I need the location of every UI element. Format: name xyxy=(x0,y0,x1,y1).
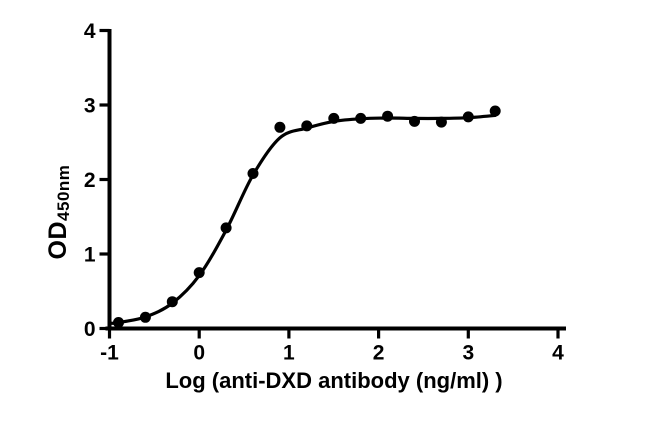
y-tick-label: 1 xyxy=(84,244,96,267)
x-tick-label: 2 xyxy=(373,342,385,365)
y-tick-label: 4 xyxy=(84,20,96,43)
y-tick-label: 3 xyxy=(84,95,96,118)
y-tick-label: 0 xyxy=(84,318,96,341)
y-axis-title-subscript: 450nm xyxy=(54,164,73,221)
data-point xyxy=(113,317,124,328)
data-point xyxy=(166,296,178,308)
data-point xyxy=(489,105,501,117)
fit-curve xyxy=(109,113,497,325)
y-axis-title: OD 450nm xyxy=(38,112,78,312)
x-tick-label: 1 xyxy=(283,342,295,365)
data-point xyxy=(382,110,394,122)
data-point xyxy=(193,267,205,279)
data-point xyxy=(247,168,259,179)
data-point xyxy=(462,111,474,123)
x-tick-label: -1 xyxy=(100,342,119,365)
data-point xyxy=(274,121,286,133)
x-tick-label: 0 xyxy=(193,342,205,365)
x-tick-label: 3 xyxy=(462,342,474,365)
data-point xyxy=(139,311,151,323)
data-point xyxy=(328,112,340,124)
y-tick-label: 2 xyxy=(84,169,96,192)
data-point xyxy=(220,222,232,234)
data-point xyxy=(301,120,313,132)
x-tick-label: 4 xyxy=(552,342,564,365)
y-axis-title-main: OD xyxy=(43,220,72,260)
data-point xyxy=(435,116,447,128)
data-point xyxy=(355,112,367,124)
data-point xyxy=(409,115,420,127)
x-axis-title: Log (anti-DXD antibody (ng/ml) ) xyxy=(165,368,503,393)
